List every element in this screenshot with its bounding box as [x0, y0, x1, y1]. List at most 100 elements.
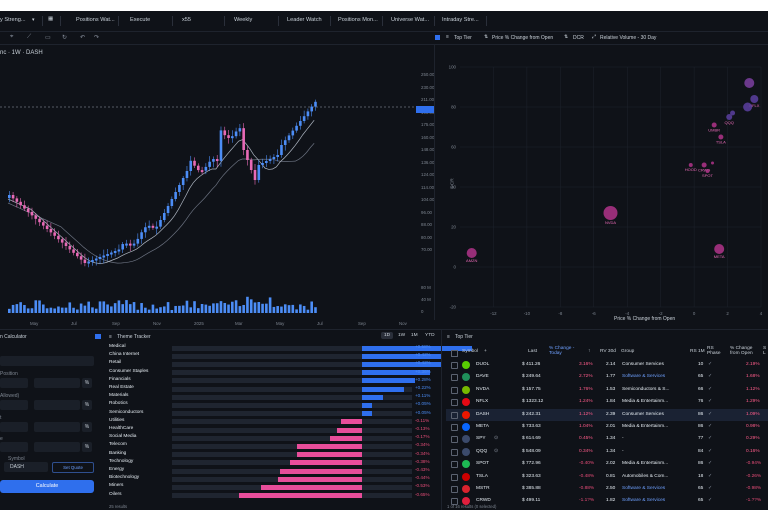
undo-icon[interactable]: ↶ [80, 35, 86, 41]
period-1d[interactable]: 1D [381, 332, 394, 339]
row-checkbox[interactable] [451, 386, 458, 394]
stop-input[interactable] [0, 422, 28, 432]
tab-x55[interactable]: x55 [182, 17, 192, 23]
row-checkbox[interactable] [451, 448, 458, 456]
table-row[interactable]: NVDA $ 157.75 1.76% 1.53 Semiconductors & S.… [446, 384, 768, 396]
theme-row[interactable]: Miners -0.53% [109, 483, 434, 491]
price-input[interactable] [0, 442, 28, 452]
layout-dropdown[interactable]: y Streng... ▾ [0, 15, 38, 27]
draw-line-icon[interactable]: ⟋ [27, 34, 32, 40]
risk-input[interactable] [0, 400, 28, 410]
scatter-point[interactable] [705, 169, 710, 173]
price-value-input[interactable] [34, 442, 80, 452]
candlestick-chart[interactable] [0, 45, 434, 320]
header-extra[interactable]: S L [763, 346, 767, 356]
tab-weekly[interactable]: Weekly [234, 17, 253, 23]
calculate-button[interactable]: Calculate [0, 480, 94, 493]
account-size-input[interactable] [0, 356, 94, 366]
header-change-today[interactable]: % Change - Today [549, 346, 575, 356]
table-row[interactable]: NFLX $ 1323.12 1.24% 1.84 Media & Entertainm… [446, 396, 768, 408]
row-checkbox[interactable] [451, 461, 458, 469]
table-row[interactable]: CRWD $ 499.11 -1.1?% 1.82 Software & Service… [446, 495, 768, 507]
row-checkbox[interactable] [451, 411, 458, 419]
theme-row[interactable]: Retail +0.42% [109, 360, 442, 368]
row-checkbox[interactable] [451, 374, 458, 382]
theme-row[interactable]: Biotechnology -0.44% [109, 475, 434, 483]
header-change-open[interactable]: % Change from Open [730, 346, 753, 356]
tab-positions-watch[interactable]: Positions Wat... [76, 17, 115, 23]
scatter-point[interactable] [711, 122, 717, 128]
theme-row[interactable]: HealthCare -0.13% [109, 426, 434, 434]
tab-positions-monitor[interactable]: Positions Mon... [338, 17, 378, 23]
select-all-checkbox[interactable] [451, 350, 458, 357]
theme-row[interactable]: Semiconductors +0.05% [109, 410, 434, 418]
row-checkbox[interactable] [451, 498, 458, 506]
tab-execute[interactable]: Execute [130, 17, 151, 23]
table-row[interactable]: QQQ ⊙ $ 548.09 0.34% 1.34- 84 ✓ 0.16% [446, 446, 768, 458]
row-checkbox[interactable] [451, 436, 458, 444]
add-icon[interactable]: + [484, 349, 487, 354]
scatter-point[interactable] [701, 162, 707, 168]
table-row[interactable]: DUOL $ 411.26 3.16% 2.14 Consumer Services 10… [446, 359, 768, 371]
theme-row[interactable]: Real Estate +0.22% [109, 385, 434, 393]
percent-toggle[interactable]: % [82, 378, 92, 388]
theme-row[interactable]: Social Media -0.17% [109, 434, 434, 442]
scatter-point[interactable] [603, 206, 618, 220]
header-rs1m[interactable]: RS 1M [690, 349, 705, 354]
scatter-point[interactable] [714, 244, 725, 254]
row-checkbox[interactable] [451, 473, 458, 481]
row-checkbox[interactable] [451, 399, 458, 407]
scatter-point[interactable] [711, 161, 715, 165]
percent-toggle[interactable]: % [82, 442, 92, 452]
header-last[interactable]: Last [528, 349, 538, 354]
row-checkbox[interactable] [451, 424, 458, 431]
list-icon[interactable]: ≡ [446, 34, 449, 40]
header-rs-phase[interactable]: RS Phase [707, 346, 721, 356]
redo-icon[interactable]: ↷ [94, 35, 100, 41]
table-row[interactable]: DAVE $ 249.64 2.72% 1.77 Software & Services… [446, 371, 768, 383]
theme-row[interactable]: Oilers -0.65% [109, 492, 434, 500]
set-quote-button[interactable]: Set Quote [52, 462, 94, 473]
percent-toggle[interactable]: % [82, 422, 92, 432]
period-1m[interactable]: 1M [411, 333, 418, 338]
theme-row[interactable]: Medical +0.58% [109, 344, 473, 352]
table-row[interactable]: META $ 733.63 1.04% 2.01 Media & Entertainm.… [446, 421, 768, 433]
scatter-point[interactable] [744, 78, 755, 88]
theme-row[interactable]: China Internet +0.42% [109, 352, 442, 360]
theme-row[interactable]: Energy -0.43% [109, 467, 434, 475]
table-row[interactable]: MSTR $ 385.88 -0.88% 2.50 Software & Service… [446, 483, 768, 495]
position-input[interactable] [0, 378, 28, 388]
refresh-icon[interactable]: ↻ [62, 35, 68, 41]
scatter-tab-top-tier[interactable]: Top Tier [454, 35, 472, 41]
tab-intraday-strength[interactable]: Intraday Stre... [442, 17, 479, 23]
period-ytd[interactable]: YTD [425, 333, 435, 338]
row-checkbox[interactable] [451, 486, 458, 493]
header-group[interactable]: Group [621, 349, 635, 354]
theme-row[interactable]: Telecom -0.34% [109, 442, 434, 450]
table-row[interactable]: SPOT $ 772.96 -0.40% 2.02 Media & Entertainm… [446, 458, 768, 470]
scatter-x-metric[interactable]: Price % Change from Open [492, 35, 554, 41]
header-symbol[interactable]: Symbol [462, 349, 478, 354]
scatter-chart[interactable]: 100 80 60 40 20 0 -20 -12 -10 -8 -6 -4 -2 0 2 4 NFLX QQQ U… [436, 45, 768, 329]
symbol-input[interactable]: DASH [4, 462, 48, 472]
tab-leader-watch[interactable]: Leader Watch [287, 17, 322, 23]
theme-row[interactable]: Banking -0.34% [109, 451, 434, 459]
theme-row[interactable]: Technology -0.38% [109, 459, 434, 467]
position-value-input[interactable] [34, 378, 80, 388]
crosshair-icon[interactable]: ⌖ [10, 34, 14, 40]
scatter-y-metric[interactable]: DCR [573, 35, 584, 41]
scatter-point[interactable] [726, 114, 733, 120]
price-chart[interactable]: nc · 1W · DASH 250.00230.00211.00190.001… [0, 45, 434, 326]
theme-row[interactable]: Consumer Staples +0.36% [109, 369, 434, 377]
theme-row[interactable]: Utilities -0.11% [109, 418, 434, 426]
theme-row[interactable]: Financials +0.28% [109, 377, 434, 385]
period-1w[interactable]: 1W [398, 333, 406, 338]
scatter-point[interactable] [743, 102, 753, 112]
scatter-point[interactable] [730, 110, 736, 116]
header-rv[interactable]: RV 30d [600, 349, 616, 354]
table-row[interactable]: SPY ⊙ $ 614.69 0.45% 1.34- 77 ✓ 0.29% [446, 433, 768, 445]
row-checkbox[interactable] [451, 362, 458, 369]
scatter-size-metric[interactable]: Relative Volume - 30 Day [600, 35, 657, 41]
tab-universe-watch[interactable]: Universe Wat... [391, 17, 430, 23]
